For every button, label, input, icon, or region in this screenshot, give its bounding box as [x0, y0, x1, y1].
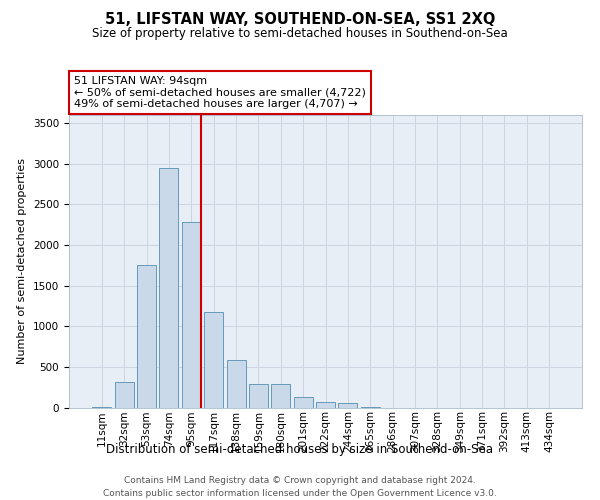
Bar	[316, 402, 335, 407]
Text: Distribution of semi-detached houses by size in Southend-on-Sea: Distribution of semi-detached houses by …	[107, 442, 493, 456]
Y-axis label: Number of semi-detached properties: Number of semi-detached properties	[17, 158, 28, 364]
Bar	[182, 222, 201, 408]
Bar	[204, 312, 223, 408]
Bar	[293, 398, 313, 407]
Bar	[227, 360, 245, 408]
Bar	[160, 168, 178, 408]
Text: Size of property relative to semi-detached houses in Southend-on-Sea: Size of property relative to semi-detach…	[92, 28, 508, 40]
Text: 51 LIFSTAN WAY: 94sqm
← 50% of semi-detached houses are smaller (4,722)
49% of s: 51 LIFSTAN WAY: 94sqm ← 50% of semi-deta…	[74, 76, 366, 109]
Bar	[92, 407, 112, 408]
Text: 51, LIFSTAN WAY, SOUTHEND-ON-SEA, SS1 2XQ: 51, LIFSTAN WAY, SOUTHEND-ON-SEA, SS1 2X…	[105, 12, 495, 28]
Bar	[338, 403, 358, 407]
Bar	[115, 382, 134, 407]
Text: Contains HM Land Registry data © Crown copyright and database right 2024.: Contains HM Land Registry data © Crown c…	[124, 476, 476, 485]
Bar	[271, 384, 290, 407]
Text: Contains public sector information licensed under the Open Government Licence v3: Contains public sector information licen…	[103, 489, 497, 498]
Bar	[249, 384, 268, 407]
Bar	[137, 266, 156, 408]
